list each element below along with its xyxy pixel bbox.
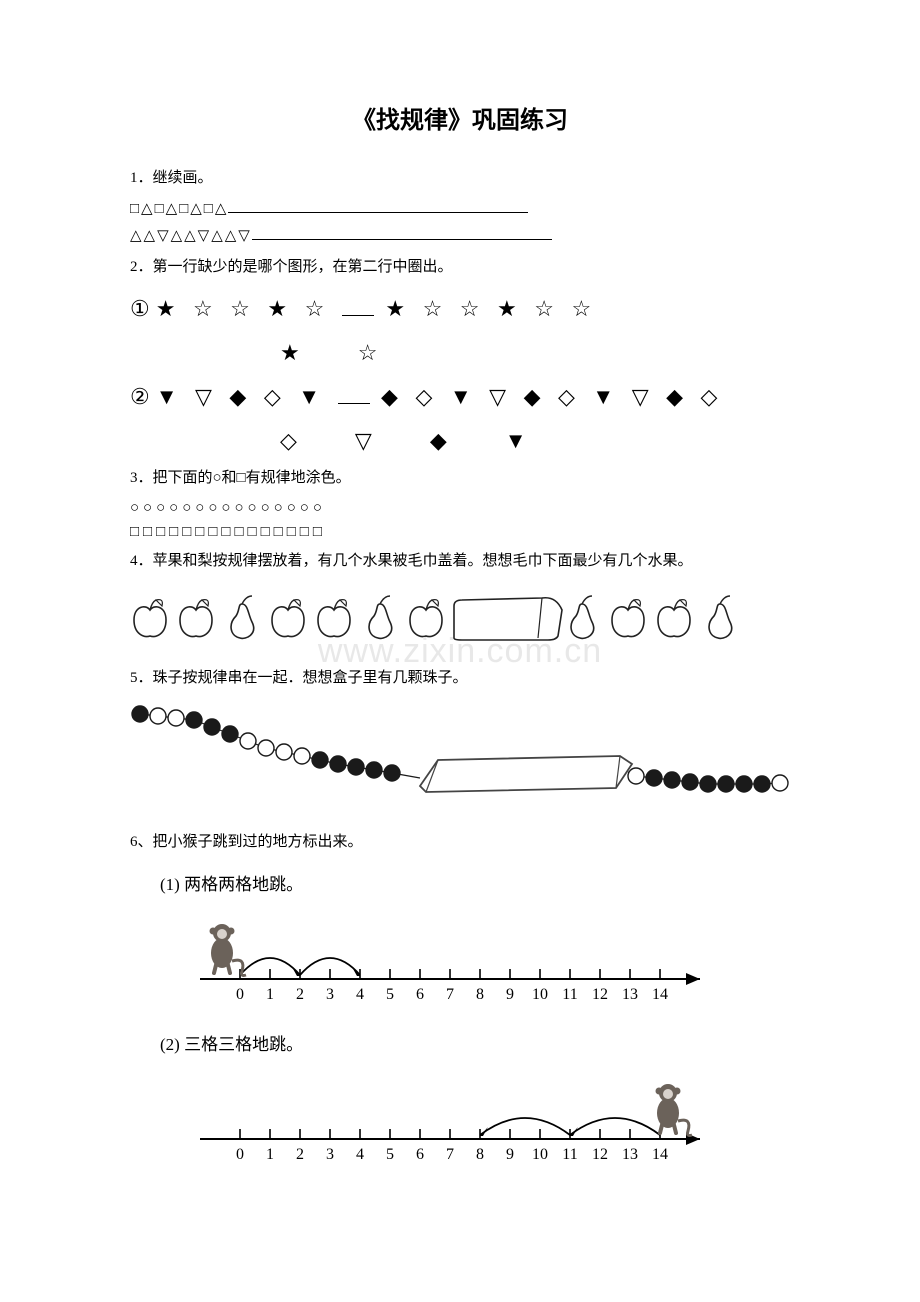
svg-text:3: 3 — [326, 986, 334, 1003]
q2-part1-left: ★ ☆ ☆ ★ ☆ — [156, 296, 331, 321]
q2-label: 2．第一行缺少的是哪个图形，在第二行中圈出。 — [130, 254, 790, 281]
svg-text:12: 12 — [592, 986, 608, 1003]
svg-text:14: 14 — [652, 1146, 668, 1163]
worksheet-page: 《找规律》巩固练习 1．继续画。 □△□△□△□△ △△▽△△▽△△▽ 2．第一… — [0, 0, 920, 1266]
svg-text:1: 1 — [266, 1146, 274, 1163]
q2-part1-right: ★ ☆ ☆ ★ ☆ ☆ — [385, 296, 597, 321]
beads-svg-el — [130, 700, 790, 810]
svg-text:0: 0 — [236, 1146, 244, 1163]
q3-circles: ○○○○○○○○○○○○○○○ — [130, 496, 790, 520]
svg-text:13: 13 — [622, 1146, 638, 1163]
q2-part2-row: ②▼ ▽ ◆ ◇ ▼ ◆ ◇ ▼ ▽ ◆ ◇ ▼ ▽ ◆ ◇ — [130, 373, 790, 421]
svg-text:4: 4 — [356, 1146, 364, 1163]
svg-text:8: 8 — [476, 986, 484, 1003]
svg-text:7: 7 — [446, 986, 454, 1003]
q2-part1-choices: ★ ☆ — [280, 333, 790, 373]
q6-label: 6、把小猴子跳到过的地方标出来。 — [130, 829, 790, 856]
svg-text:1: 1 — [266, 986, 274, 1003]
q4-label: 4．苹果和梨按规律摆放着，有几个水果被毛巾盖着。想想毛巾下面最少有几个水果。 — [130, 548, 790, 575]
svg-text:5: 5 — [386, 1146, 394, 1163]
q5-label: 5．珠子按规律串在一起．想想盒子里有几颗珠子。 — [130, 665, 790, 692]
q2-part2-right: ◆ ◇ ▼ ▽ ◆ ◇ ▼ ▽ ◆ ◇ — [381, 384, 723, 409]
q6-sub1: (1) 两格两格地跳。 — [160, 870, 790, 895]
svg-text:5: 5 — [386, 986, 394, 1003]
q1-line1: □△□△□△□△ — [130, 196, 790, 223]
q1-blank2 — [252, 239, 552, 240]
svg-text:0: 0 — [236, 986, 244, 1003]
svg-text:3: 3 — [326, 1146, 334, 1163]
q2-part1-row: ①★ ☆ ☆ ★ ☆ ★ ☆ ☆ ★ ☆ ☆ — [130, 285, 790, 333]
q6-sub2: (2) 三格三格地跳。 — [160, 1030, 790, 1055]
svg-text:11: 11 — [562, 1146, 577, 1163]
svg-text:10: 10 — [532, 1146, 548, 1163]
q3-label: 3．把下面的○和□有规律地涂色。 — [130, 465, 790, 492]
svg-text:2: 2 — [296, 1146, 304, 1163]
svg-text:2: 2 — [296, 986, 304, 1003]
q1-line2-shapes: △△▽△△▽△△▽ — [130, 228, 252, 244]
svg-text:6: 6 — [416, 986, 424, 1003]
svg-text:9: 9 — [506, 986, 514, 1003]
q2-part1-num: ① — [130, 285, 156, 333]
svg-text:8: 8 — [476, 1146, 484, 1163]
svg-text:7: 7 — [446, 1146, 454, 1163]
q4-fruits — [130, 585, 790, 650]
q2-part2-left: ▼ ▽ ◆ ◇ ▼ — [156, 384, 326, 409]
numberline-2: 01234567891011121314 — [190, 1061, 750, 1171]
numberline-1: 01234567891011121314 — [190, 901, 750, 1011]
q6-line2-wrap: 01234567891011121314 — [190, 1061, 790, 1176]
q1-blank1 — [228, 212, 528, 213]
q2-part2-choices: ◇ ▽ ◆ ▼ — [280, 421, 790, 461]
q6-line1-wrap: 01234567891011121314 — [190, 901, 790, 1016]
q1-line1-shapes: □△□△□△□△ — [130, 201, 228, 217]
q1-label: 1．继续画。 — [130, 165, 790, 192]
q2-part2-num: ② — [130, 373, 156, 421]
svg-text:6: 6 — [416, 1146, 424, 1163]
svg-text:13: 13 — [622, 986, 638, 1003]
q2-part2-gap — [338, 403, 370, 404]
page-title: 《找规律》巩固练习 — [130, 100, 790, 135]
svg-text:4: 4 — [356, 986, 364, 1003]
svg-text:9: 9 — [506, 1146, 514, 1163]
svg-text:10: 10 — [532, 986, 548, 1003]
svg-text:14: 14 — [652, 986, 668, 1003]
q5-beads — [130, 700, 790, 815]
svg-text:11: 11 — [562, 986, 577, 1003]
q2-part1-gap — [342, 315, 374, 316]
fruits-svg — [130, 585, 790, 645]
q3-squares: □□□□□□□□□□□□□□□ — [130, 520, 790, 544]
q1-line2: △△▽△△▽△△▽ — [130, 223, 790, 250]
svg-text:12: 12 — [592, 1146, 608, 1163]
